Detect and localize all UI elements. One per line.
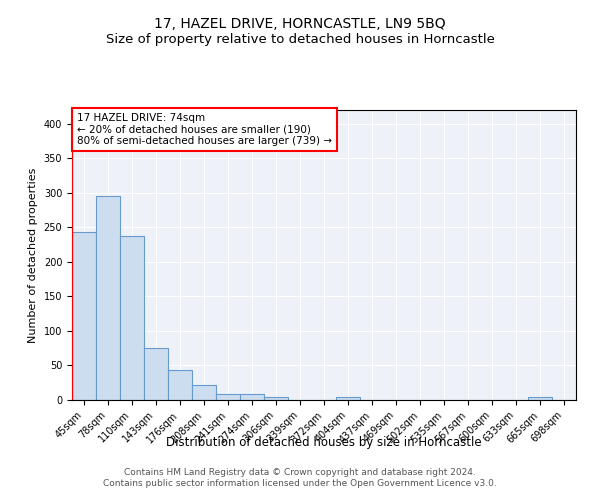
Text: Distribution of detached houses by size in Horncastle: Distribution of detached houses by size …: [166, 436, 482, 449]
Bar: [264, 396, 288, 400]
Bar: [144, 348, 168, 400]
Y-axis label: Number of detached properties: Number of detached properties: [28, 168, 38, 342]
Text: 17 HAZEL DRIVE: 74sqm
← 20% of detached houses are smaller (190)
80% of semi-det: 17 HAZEL DRIVE: 74sqm ← 20% of detached …: [77, 113, 332, 146]
Text: Size of property relative to detached houses in Horncastle: Size of property relative to detached ho…: [106, 32, 494, 46]
Bar: [96, 196, 120, 400]
Bar: [120, 236, 144, 400]
Bar: [240, 394, 264, 400]
Bar: [336, 397, 360, 400]
Bar: [72, 232, 96, 400]
Bar: [168, 370, 192, 400]
Text: Contains HM Land Registry data © Crown copyright and database right 2024.
Contai: Contains HM Land Registry data © Crown c…: [103, 468, 497, 487]
Bar: [216, 394, 240, 400]
Bar: [528, 397, 552, 400]
Bar: [192, 385, 216, 400]
Text: 17, HAZEL DRIVE, HORNCASTLE, LN9 5BQ: 17, HAZEL DRIVE, HORNCASTLE, LN9 5BQ: [154, 18, 446, 32]
